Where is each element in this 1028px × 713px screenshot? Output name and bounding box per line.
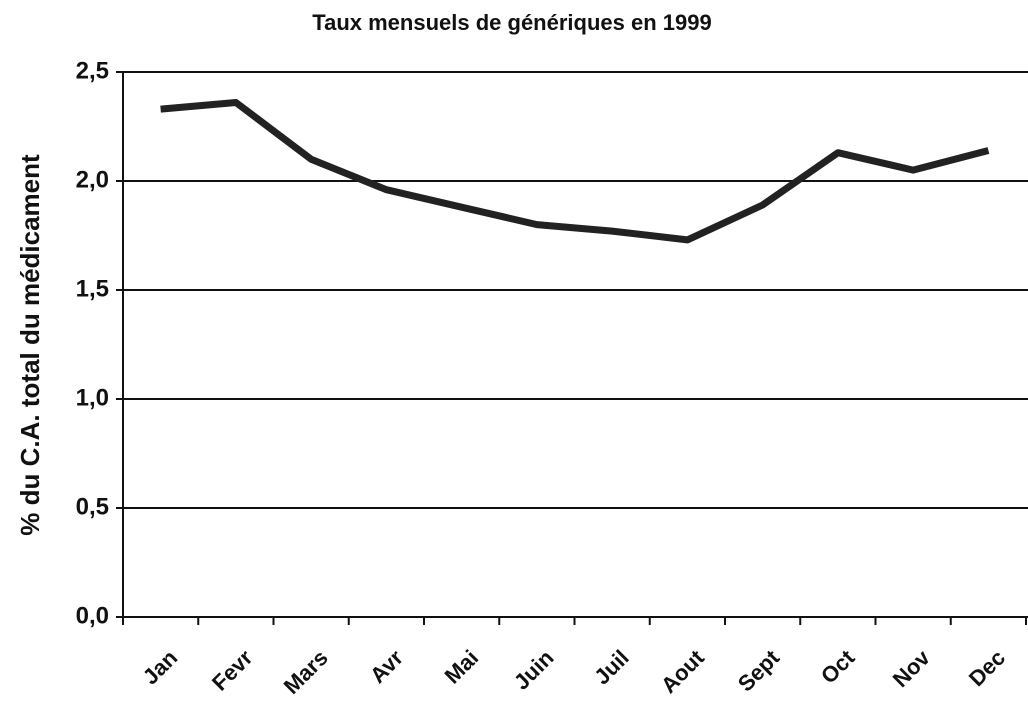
y-axis-label: % du C.A. total du médicament	[15, 154, 45, 536]
x-tick-label: Fevr	[207, 645, 258, 696]
y-tick-label: 1,5	[76, 275, 109, 302]
y-tick-label: 0,0	[76, 602, 109, 629]
data-line	[160, 99, 990, 244]
x-tick-label: Oct	[816, 645, 860, 689]
x-tick-label: Dec	[964, 645, 1010, 691]
x-tick-label: Avr	[365, 645, 408, 688]
chart-title: Taux mensuels de génériques en 1999	[312, 10, 711, 35]
y-tick-label: 0,5	[76, 493, 109, 520]
y-tick-label: 1,0	[76, 384, 109, 411]
x-tick-label: Mars	[279, 645, 333, 699]
x-tick-label: Aout	[656, 644, 710, 698]
x-tick-label: Juin	[509, 645, 559, 695]
x-tick-label: Jan	[138, 645, 182, 689]
x-tick-label: Juil	[589, 645, 633, 689]
x-tick-label: Sept	[733, 645, 785, 697]
x-tick-label: Mai	[440, 645, 484, 689]
y-tick-label: 2,0	[76, 166, 109, 193]
x-tick-label: Nov	[888, 644, 936, 692]
y-tick-label: 2,5	[76, 57, 109, 84]
